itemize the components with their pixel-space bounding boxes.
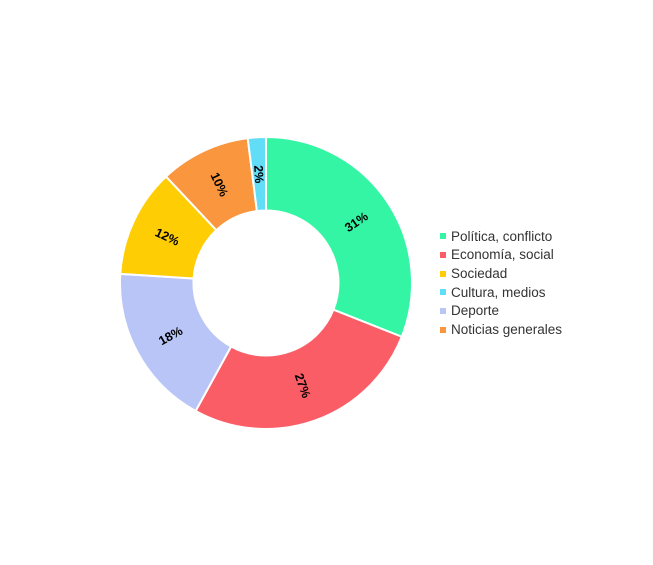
legend-label: Cultura, medios xyxy=(451,284,546,300)
legend-label: Deporte xyxy=(451,303,500,319)
legend-label: Sociedad xyxy=(451,265,508,281)
legend-item-sociedad: Sociedad xyxy=(440,264,562,283)
legend-marker-economia-social xyxy=(440,252,446,259)
slice-label-cultura-medios: 2% xyxy=(251,165,266,184)
legend-marker-noticias-generales xyxy=(440,326,446,333)
legend-marker-sociedad xyxy=(440,270,446,277)
legend-item-deporte: Deporte xyxy=(440,302,562,321)
legend-label: Economía, social xyxy=(451,247,554,263)
pie-slice-politica-conflicto[interactable] xyxy=(265,136,413,338)
legend-item-economia-social: Economía, social xyxy=(440,246,562,265)
legend-label: Noticias generales xyxy=(451,322,563,338)
legend-marker-deporte xyxy=(440,308,446,315)
pie-slice-economia-social[interactable] xyxy=(194,308,403,430)
legend-item-politica-conflicto: Política, conflicto xyxy=(440,227,562,246)
legend: Política, conflicto Economía, social Socie… xyxy=(440,227,562,339)
pie-slice-cultura-medios[interactable] xyxy=(246,136,267,213)
legend-item-cultura-medios: Cultura, medios xyxy=(440,283,562,302)
legend-marker-politica-conflicto xyxy=(440,233,446,240)
legend-item-noticias-generales: Noticias generales xyxy=(440,320,562,339)
pie-slice-deporte[interactable] xyxy=(119,272,233,412)
legend-label: Política, conflicto xyxy=(451,228,553,244)
legend-marker-cultura-medios xyxy=(440,289,446,296)
